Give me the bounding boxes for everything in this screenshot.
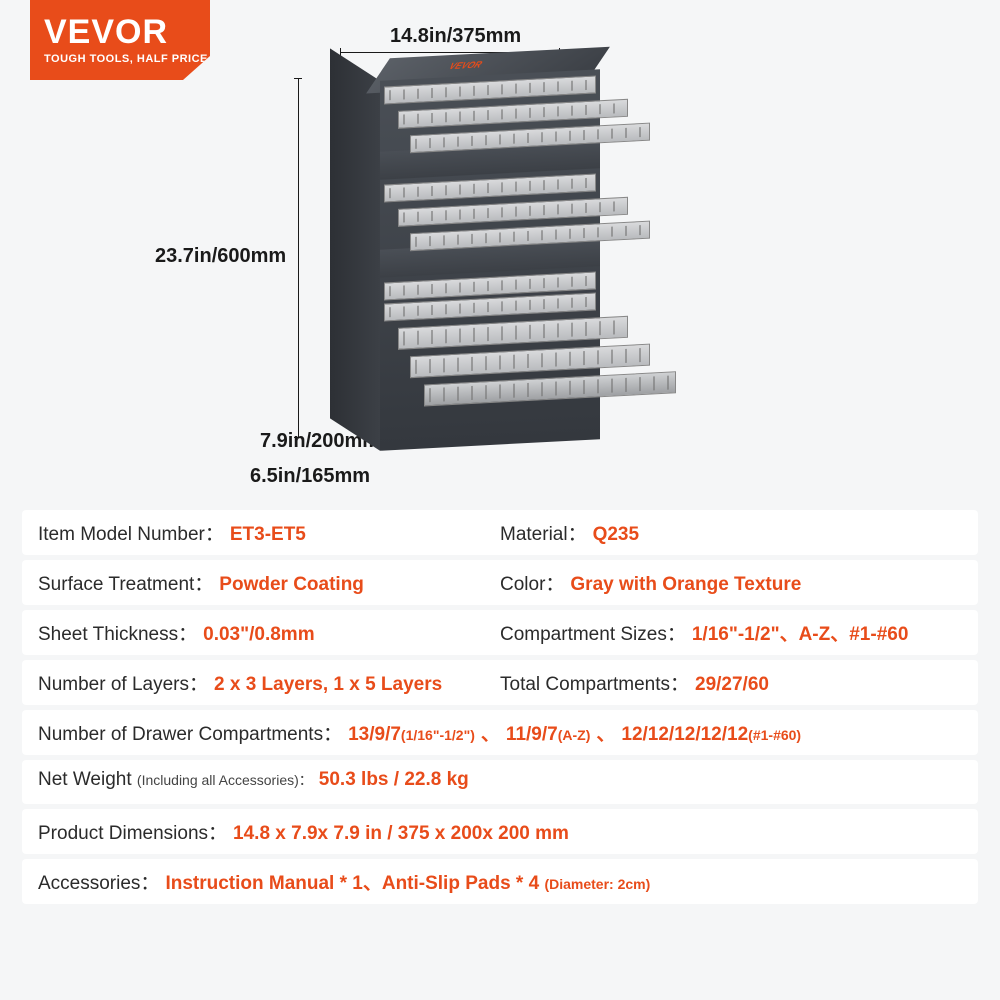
spec-cell: Number of Layers： 2 x 3 Layers, 1 x 5 Lay… <box>38 669 500 696</box>
brand-tagline: TOUGH TOOLS, HALF PRICE <box>44 53 210 65</box>
spec-value: 0.03"/0.8mm <box>203 624 314 646</box>
spec-label: Accessories： <box>38 868 159 895</box>
spec-table: Item Model Number： ET3-ET5 Material： Q235 Su… <box>22 510 978 904</box>
spec-label: Number of Layers： <box>38 669 208 696</box>
spec-label: Sheet Thickness： <box>38 619 197 646</box>
spec-cell: Net Weight (Including all Accessories)： 5… <box>38 769 962 791</box>
spec-cell: Compartment Sizes：1/16"-1/2"、A-Z、#1-#60 <box>500 619 962 646</box>
spec-row: Net Weight (Including all Accessories)： 5… <box>22 760 978 804</box>
spec-cell: Accessories：Instruction Manual * 1、Anti-… <box>38 868 962 895</box>
spec-value: ET3-ET5 <box>230 524 306 546</box>
spec-row: Product Dimensions： 14.8 x 7.9x 7.9 in / … <box>22 809 978 854</box>
spec-cell: Item Model Number： ET3-ET5 <box>38 519 500 546</box>
spec-label: Net Weight (Including all Accessories)： <box>38 769 313 791</box>
spec-row: Sheet Thickness： 0.03"/0.8mm Compartment S… <box>22 610 978 655</box>
dimension-height-label: 23.7in/600mm <box>155 245 286 268</box>
spec-value: Instruction Manual * 1、Anti-Slip Pads * … <box>165 868 650 895</box>
spec-row: Accessories：Instruction Manual * 1、Anti-… <box>22 859 978 904</box>
spec-row: Number of Drawer Compartments： 13/9/7(1/1… <box>22 710 978 755</box>
spec-value: 1/16"-1/2"、A-Z、#1-#60 <box>692 619 909 646</box>
dimension-width-label: 14.8in/375mm <box>390 25 521 48</box>
spec-label: Surface Treatment： <box>38 569 213 596</box>
spec-value: 50.3 lbs / 22.8 kg <box>319 769 469 791</box>
spec-label: Product Dimensions： <box>38 818 227 845</box>
brand-badge: VEVOR TOUGH TOOLS, HALF PRICE <box>30 0 210 80</box>
spec-value: 11/9/7(A-Z) <box>506 724 590 746</box>
spec-cell: Color： Gray with Orange Texture <box>500 569 962 596</box>
spec-value: 12/12/12/12/12(#1-#60) <box>621 724 801 746</box>
product-illustration: VEVOR <box>360 68 620 462</box>
spec-label: Number of Drawer Compartments： <box>38 719 342 746</box>
spec-label: Item Model Number： <box>38 519 224 546</box>
spec-value: Q235 <box>593 524 639 546</box>
spec-label: Color： <box>500 569 564 596</box>
spec-value: 13/9/7(1/16"-1/2") <box>348 724 475 746</box>
spec-value: Gray with Orange Texture <box>570 574 801 596</box>
spec-label: Material： <box>500 519 587 546</box>
spec-cell: Material： Q235 <box>500 519 962 546</box>
spec-cell: Product Dimensions： 14.8 x 7.9x 7.9 in / … <box>38 818 962 845</box>
dimension-height-line <box>298 78 299 438</box>
spec-value: Powder Coating <box>219 574 364 596</box>
spec-row: Surface Treatment： Powder Coating Color： Gr… <box>22 560 978 605</box>
dimension-depth2-label: 6.5in/165mm <box>250 465 370 488</box>
spec-row: Number of Layers： 2 x 3 Layers, 1 x 5 Lay… <box>22 660 978 705</box>
spec-row: Item Model Number： ET3-ET5 Material： Q235 <box>22 510 978 555</box>
spec-cell: Surface Treatment： Powder Coating <box>38 569 500 596</box>
spec-value: 2 x 3 Layers, 1 x 5 Layers <box>214 674 442 696</box>
spec-cell: Number of Drawer Compartments： 13/9/7(1/1… <box>38 719 962 746</box>
spec-cell: Sheet Thickness： 0.03"/0.8mm <box>38 619 500 646</box>
spec-label: Compartment Sizes： <box>500 619 686 646</box>
spec-value: 14.8 x 7.9x 7.9 in / 375 x 200x 200 mm <box>233 823 569 845</box>
spec-label: Total Compartments： <box>500 669 689 696</box>
spec-cell: Total Compartments： 29/27/60 <box>500 669 962 696</box>
brand-name: VEVOR <box>44 15 210 49</box>
spec-value: 29/27/60 <box>695 674 769 696</box>
product-hero: 14.8in/375mm 23.7in/600mm 7.9in/200mm 6.… <box>280 20 800 490</box>
